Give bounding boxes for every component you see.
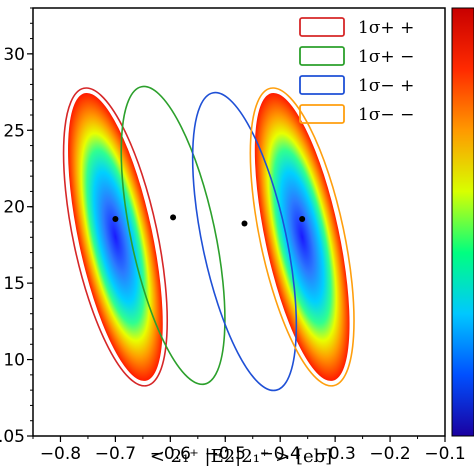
- x-tick-label: −0.4: [260, 444, 301, 464]
- center-point-3: [241, 220, 248, 227]
- y-tick-label: 10: [3, 351, 25, 371]
- x-axis-ticks: −0.8 −0.7 −0.6 −0.5 −0.4 −0.3 −0.2 −0.1: [32, 436, 466, 464]
- legend-label-4: 1σ− −: [358, 105, 414, 125]
- center-point-4: [299, 215, 306, 222]
- confidence-ellipses: [62, 85, 355, 392]
- x-tick-label: −0.3: [314, 444, 355, 464]
- legend-swatch-4: [299, 104, 345, 124]
- legend-swatch-1: [299, 17, 345, 37]
- y-tick-label: 25: [3, 121, 25, 141]
- ellipse-4: [249, 87, 355, 387]
- heatmap-fills: [68, 92, 350, 381]
- x-tick-label: −0.6: [150, 444, 191, 464]
- heatmap-1: [68, 92, 163, 381]
- legend: 1σ+ + 1σ+ − 1σ− + 1σ− −: [299, 17, 414, 125]
- center-point-2: [170, 214, 177, 221]
- legend-label-1: 1σ+ +: [358, 18, 414, 38]
- center-point-1: [112, 215, 119, 222]
- ellipse-2: [120, 85, 226, 386]
- x-axis-label: < 2₁⁺ |E2|2₁⁺ > [eb]: [150, 446, 332, 467]
- colorbar: [451, 7, 474, 437]
- ellipse-1: [62, 87, 169, 387]
- y-tick-label: 20: [3, 198, 25, 218]
- heatmap-4: [254, 92, 350, 381]
- y-tick-label: .05: [0, 427, 25, 447]
- y-tick-label: 30: [3, 45, 25, 65]
- legend-label-2: 1σ+ −: [358, 47, 414, 67]
- x-tick-label: −0.2: [369, 444, 410, 464]
- legend-swatch-2: [299, 46, 345, 66]
- x-tick-label: −0.8: [40, 444, 81, 464]
- x-tick-label: −0.5: [205, 444, 246, 464]
- legend-label-3: 1σ− +: [358, 76, 414, 96]
- colorbar-gradient: [451, 7, 474, 437]
- y-tick-label: 15: [3, 274, 25, 294]
- center-points: [112, 214, 306, 227]
- x-tick-label: −0.1: [424, 444, 465, 464]
- y-axis-ticks: .05 10 15 20 25 30: [0, 7, 33, 447]
- x-tick-label: −0.7: [95, 444, 136, 464]
- legend-swatch-3: [299, 75, 345, 95]
- ellipse-3: [191, 91, 298, 392]
